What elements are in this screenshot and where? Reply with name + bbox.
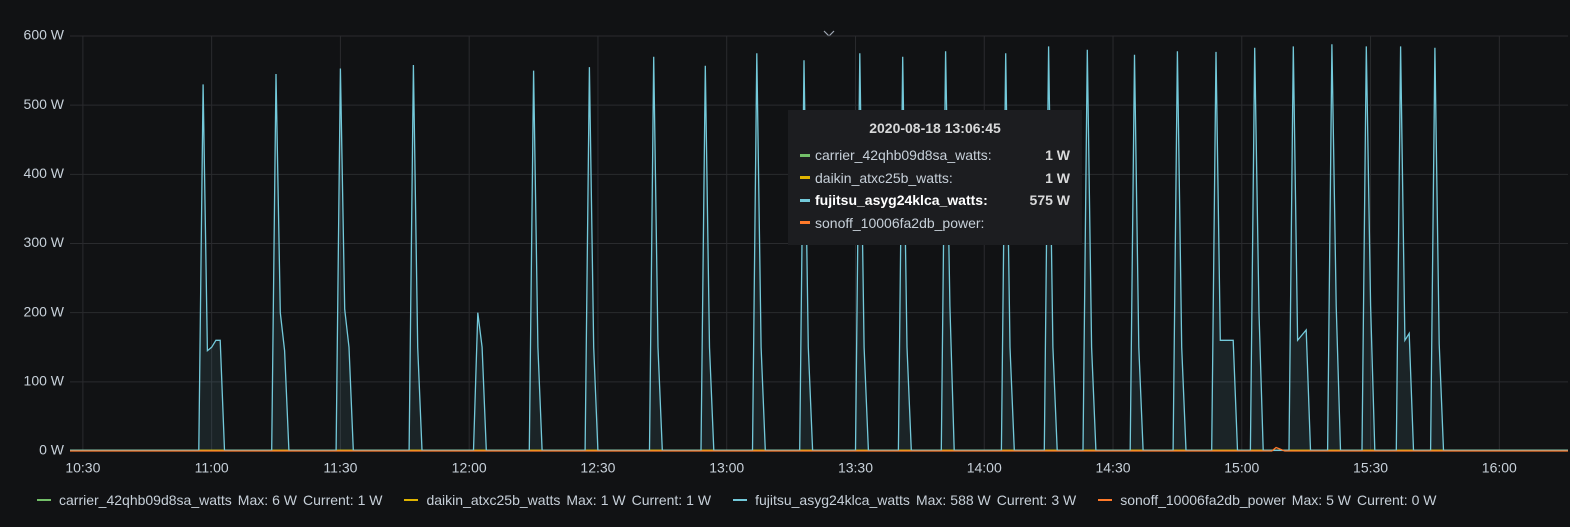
tooltip-row: carrier_42qhb09d8sa_watts: 1 W	[800, 144, 1070, 167]
tooltip-swatch	[800, 198, 810, 202]
legend-stat-value: 5 W	[1326, 492, 1352, 508]
legend-stat-label: Current:	[303, 492, 354, 508]
y-tick-label: 300 W	[24, 234, 65, 250]
tooltip-row: sonoff_10006fa2db_power:	[800, 212, 1070, 235]
tooltip-title: 2020-08-18 13:06:45	[869, 120, 1001, 136]
x-tick-label: 16:00	[1482, 460, 1517, 476]
legend-stat-value: 1 W	[600, 492, 626, 508]
legend-stat-label: Max:	[566, 492, 597, 508]
x-tick-label: 13:30	[838, 460, 873, 476]
legend: carrier_42qhb09d8sa_watts Max: 6 W Current:…	[37, 492, 1436, 508]
legend-stat-label: Current:	[1357, 492, 1408, 508]
legend-swatch	[404, 499, 419, 501]
legend-stat-value: 588 W	[950, 492, 991, 508]
chart: 0 W 100 W 200 W 300 W 400 W 500 W 600 W 10:30 11…	[23, 26, 1568, 476]
legend-stat-value: 6 W	[272, 492, 298, 508]
x-tick-label: 14:00	[967, 460, 1002, 476]
legend-stat-label: Max:	[237, 492, 269, 508]
y-tick-label: 100 W	[24, 373, 65, 389]
x-tick-label: 12:30	[580, 460, 615, 476]
legend-swatch	[1098, 499, 1113, 501]
tooltip-value: 1 W	[1045, 169, 1070, 186]
tooltip-swatch	[800, 176, 810, 180]
tooltip: 2020-08-18 13:06:45 carrier_42qhb09d8sa_w…	[788, 110, 1082, 245]
x-tick-label: 11:00	[195, 460, 229, 476]
y-tick-label: 400 W	[24, 165, 65, 181]
x-tick-label: 15:30	[1353, 460, 1388, 476]
legend-stat-label: Max:	[1291, 492, 1323, 508]
y-tick-label: 200 W	[24, 303, 65, 319]
legend-stat-value: 0 W	[1411, 492, 1437, 508]
x-tick-label: 12:00	[452, 460, 487, 476]
y-tick-label: 600 W	[24, 27, 65, 43]
area	[70, 44, 1568, 452]
tooltip-value: 575 W	[1029, 192, 1070, 209]
legend-stat-label: Max:	[915, 492, 947, 508]
legend-label: fujitsu_asyg24klca_watts	[755, 492, 910, 508]
tooltip-series-name: daikin_atxc25b_watts:	[815, 169, 953, 186]
legend-swatch	[733, 499, 748, 501]
legend-stat-label: Current:	[631, 492, 683, 508]
tooltip-row: fujitsu_asyg24klca_watts: 575 W	[800, 189, 1070, 212]
x-tick-label: 10:30	[65, 460, 100, 476]
legend-label: sonoff_10006fa2db_power	[1120, 492, 1286, 508]
legend-label: daikin_atxc25b_watts	[426, 492, 561, 508]
tooltip-series-name: sonoff_10006fa2db_power:	[815, 214, 985, 231]
line	[70, 44, 1568, 451]
y-tick-label: 500 W	[24, 96, 65, 112]
legend-item[interactable]: sonoff_10006fa2db_power Max: 5 W Current: 0 …	[1098, 492, 1436, 508]
legend-stat-label: Current:	[996, 492, 1048, 508]
legend-item[interactable]: carrier_42qhb09d8sa_watts Max: 6 W Current:…	[37, 492, 382, 508]
tooltip-swatch	[800, 153, 810, 157]
tooltip-series-name: fujitsu_asyg24klca_watts:	[815, 192, 988, 209]
legend-stat-value: 3 W	[1051, 492, 1077, 508]
tooltip-series-name: carrier_42qhb09d8sa_watts:	[815, 147, 992, 164]
line	[70, 446, 1568, 452]
x-tick-label: 15:00	[1224, 460, 1259, 476]
y-tick-label: 0 W	[39, 442, 65, 458]
tooltip-value: 1 W	[1045, 147, 1070, 164]
tooltip-row: daikin_atxc25b_watts: 1 W	[800, 167, 1070, 190]
x-tick-label: 13:00	[709, 460, 744, 476]
legend-label: carrier_42qhb09d8sa_watts	[59, 492, 232, 508]
x-tick-label: 11:30	[323, 460, 357, 476]
legend-item[interactable]: daikin_atxc25b_watts Max: 1 W Current: 1 W	[404, 492, 711, 508]
legend-item[interactable]: fujitsu_asyg24klca_watts Max: 588 W Current…	[733, 492, 1076, 508]
tooltip-swatch	[800, 221, 810, 225]
legend-stat-value: 1 W	[686, 492, 712, 508]
x-tick-label: 14:30	[1095, 460, 1130, 476]
legend-stat-value: 1 W	[357, 492, 383, 508]
legend-swatch	[37, 499, 51, 501]
